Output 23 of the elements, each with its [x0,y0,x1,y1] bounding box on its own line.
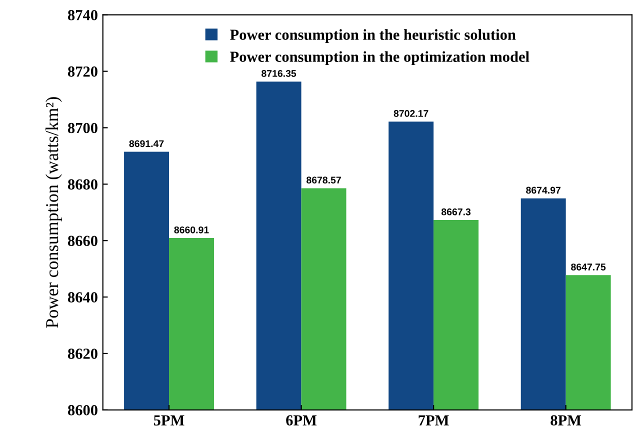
x-tick-label: 7PM [418,415,449,426]
y-tick-label: 8680 [68,179,98,190]
y-axis-title: Power consumption (watts/km²) [46,97,62,328]
y-tick-label: 8720 [68,66,98,77]
x-tick-label: 8PM [550,415,582,426]
data-label: 8702.17 [394,110,428,117]
data-label: 8716.35 [262,70,296,77]
x-tick-label: 6PM [286,415,317,426]
data-label: 8678.57 [306,176,341,184]
y-tick-label: 8640 [68,292,98,302]
legend-label: Power consumption in the optimization model [230,51,530,66]
data-label: 8660.91 [174,226,209,234]
y-tick-label: 8740 [68,10,98,20]
data-label: 8647.75 [571,264,606,270]
y-tick-label: 8660 [68,236,98,246]
y-tick-label: 8600 [68,405,98,416]
x-tick-label: 5PM [154,415,184,426]
legend-label: Power consumption in the heuristic solution [230,29,516,44]
y-tick-label: 8620 [68,348,98,359]
data-label: 8691.47 [129,140,164,148]
y-tick-label: 8700 [68,122,98,134]
data-label: 8667.3 [441,208,471,216]
data-label: 8674.97 [526,186,560,194]
